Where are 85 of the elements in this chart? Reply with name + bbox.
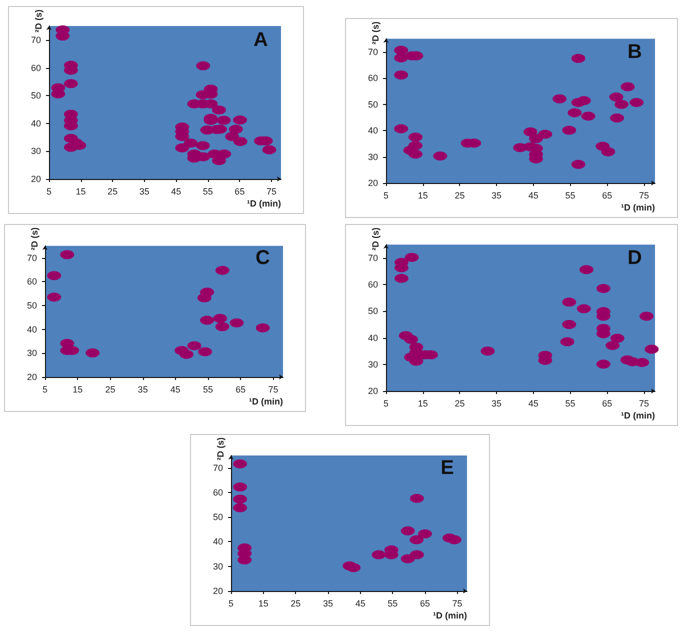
x-tick-label: 5 [42, 384, 48, 394]
x-tick-label: 55 [388, 598, 398, 608]
y-axis-title: ²D (s) [34, 10, 44, 33]
y-axis-title: ²D (s) [370, 227, 380, 250]
x-axis-title: ¹D (min) [249, 396, 283, 406]
x-tick-label: 75 [638, 190, 649, 200]
y-tick-label: 70 [368, 252, 378, 263]
y-tick-label: 50 [368, 306, 378, 316]
y-tick-label: 30 [368, 152, 378, 162]
x-tick-label: 65 [236, 384, 246, 394]
x-tick-label: 45 [355, 598, 366, 608]
y-tick-label: 60 [30, 62, 41, 73]
x-tick-label: 25 [108, 186, 118, 196]
x-tick-label: 45 [528, 190, 538, 200]
y-tick-label: 70 [26, 252, 37, 263]
y-tick-label: 20 [368, 178, 378, 188]
x-tick-label: 45 [171, 186, 182, 196]
x-tick-label: 15 [76, 186, 86, 196]
chart-title: D [628, 247, 642, 269]
y-tick-label: 20 [30, 174, 41, 184]
x-tick-label: 15 [418, 398, 428, 408]
y-tick-label: 40 [30, 118, 41, 128]
y-tick-label: 40 [368, 332, 378, 343]
x-tick-label: 75 [638, 398, 649, 408]
x-tick-label: 25 [290, 598, 301, 608]
x-tick-label: 35 [139, 186, 150, 196]
chart-title: B [628, 41, 642, 63]
x-tick-label: 75 [266, 186, 276, 196]
y-tick-label: 30 [368, 359, 378, 370]
x-tick-label: 55 [565, 398, 576, 408]
x-tick-label: 65 [234, 186, 245, 196]
x-tick-label: 55 [565, 190, 576, 200]
x-tick-label: 65 [602, 190, 612, 200]
x-tick-label: 5 [46, 186, 52, 196]
x-tick-label: 15 [418, 190, 428, 200]
x-tick-label: 55 [202, 186, 213, 196]
y-tick-label: 30 [30, 146, 41, 156]
y-tick-label: 60 [368, 73, 378, 84]
x-tick-label: 45 [528, 398, 538, 408]
x-tick-label: 35 [492, 398, 502, 408]
y-tick-label: 30 [212, 561, 223, 572]
y-tick-label: 60 [368, 280, 378, 290]
chart-title: E [440, 457, 454, 479]
x-tick-label: 35 [492, 190, 502, 200]
x-tick-label: 15 [258, 598, 268, 608]
y-tick-label: 40 [368, 126, 378, 136]
x-tick-label: 65 [602, 398, 612, 408]
y-tick-label: 40 [212, 536, 223, 547]
y-tick-label: 50 [26, 300, 37, 310]
x-axis-title: ¹D (min) [621, 202, 655, 212]
y-tick-label: 70 [30, 34, 41, 45]
x-tick-label: 5 [228, 598, 234, 608]
chart-title: C [256, 247, 270, 269]
y-tick-label: 60 [212, 487, 223, 498]
x-tick-label: 75 [268, 384, 278, 394]
y-axis-title: ²D (s) [370, 21, 380, 44]
y-tick-label: 70 [368, 46, 378, 57]
x-tick-label: 35 [322, 598, 333, 608]
x-tick-label: 35 [138, 384, 148, 394]
x-tick-label: 15 [72, 384, 83, 394]
y-tick-label: 20 [212, 586, 223, 596]
x-axis-title: ¹D (min) [247, 198, 281, 208]
y-tick-label: 20 [368, 386, 378, 396]
y-tick-label: 50 [212, 512, 223, 522]
x-tick-label: 25 [454, 398, 465, 408]
x-axis-title: ¹D (min) [433, 610, 467, 620]
y-tick-label: 30 [26, 348, 37, 358]
x-tick-label: 65 [420, 598, 430, 608]
chart-title: A [254, 29, 268, 51]
x-tick-label: 75 [452, 598, 462, 608]
y-tick-label: 70 [212, 462, 223, 473]
x-tick-label: 25 [454, 190, 465, 200]
y-tick-label: 20 [26, 372, 37, 382]
y-axis-title: ²D (s) [216, 437, 226, 460]
x-axis-title: ¹D (min) [621, 410, 655, 420]
x-tick-label: 45 [170, 384, 180, 394]
y-tick-label: 50 [30, 90, 41, 101]
x-tick-label: 55 [203, 384, 214, 394]
y-axis-title: ²D (s) [30, 227, 40, 250]
y-tick-label: 40 [26, 324, 37, 334]
x-tick-label: 5 [383, 398, 389, 408]
y-tick-label: 50 [368, 99, 378, 110]
x-tick-label: 5 [383, 190, 389, 200]
x-tick-label: 25 [105, 384, 116, 394]
y-tick-label: 60 [26, 276, 37, 287]
